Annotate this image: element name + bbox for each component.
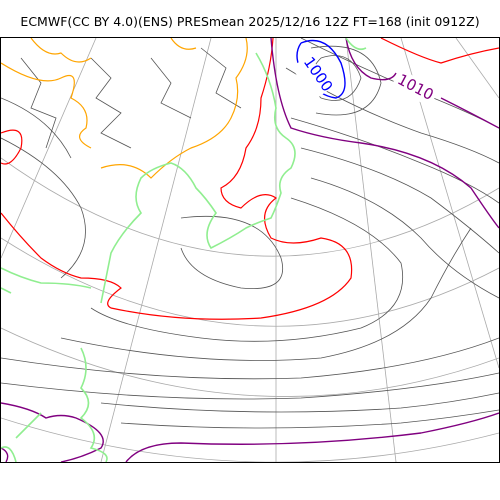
isobar: [100, 392, 499, 413]
label-bg-1010: [390, 68, 440, 108]
graticule-parallel: [1, 327, 499, 397]
graticule-parallel: [1, 237, 499, 327]
isobar: [1, 337, 499, 380]
graticule-meridian: [455, 38, 499, 99]
purple-contour: [1, 38, 499, 462]
isobar: [90, 57, 132, 149]
contour-labels: 1000 1010: [291, 54, 440, 108]
isobar: [90, 197, 403, 342]
orange-contour: [1, 38, 248, 179]
graticule-meridian: [1, 38, 97, 259]
map-svg: 1000 1010: [1, 38, 499, 462]
isobar: [1, 97, 72, 159]
isobar: [1, 137, 86, 279]
isobar: [120, 409, 499, 429]
isobar: [310, 45, 382, 116]
isobar: [1, 372, 499, 400]
isobar: [310, 177, 499, 299]
graticule-meridian: [345, 38, 397, 462]
isobar: [300, 147, 499, 254]
isobar: [180, 215, 283, 290]
isobar: [60, 227, 472, 361]
graticule-parallel: [1, 157, 499, 257]
graticule-parallel: [1, 417, 499, 462]
red-contour: [1, 38, 499, 320]
graticule-meridian: [100, 38, 212, 462]
isobar: [200, 47, 242, 109]
pressure-map: 1000 1010: [0, 37, 500, 463]
coastline: [1, 38, 367, 462]
isobar: [20, 57, 57, 149]
map-title: ECMWF(CC BY 4.0)(ENS) PRESmean 2025/12/1…: [20, 14, 480, 29]
isobar: [290, 117, 499, 204]
isobar: [150, 57, 192, 119]
label-bg-1000: [291, 54, 333, 101]
